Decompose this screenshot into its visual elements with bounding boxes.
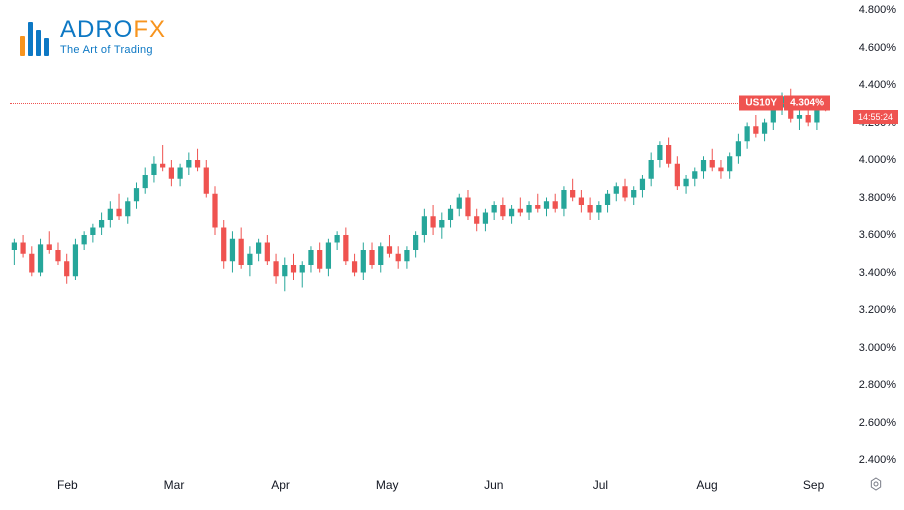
x-tick-label: Mar — [164, 478, 185, 492]
x-axis: Feb Mar Apr May Jun Jul Aug Sep — [10, 468, 830, 492]
y-tick-label: 2.600% — [859, 417, 896, 429]
candlestick-series — [10, 10, 830, 460]
y-tick-label: 2.400% — [859, 454, 896, 466]
logo-text: ADROFX The Art of Trading — [60, 18, 166, 56]
countdown-badge: 14:55:24 — [853, 110, 898, 124]
y-tick-label: 4.800% — [859, 4, 896, 16]
y-tick-label: 3.200% — [859, 304, 896, 316]
brand-logo: ADROFX The Art of Trading — [18, 18, 166, 56]
y-tick-label: 3.600% — [859, 229, 896, 241]
x-tick-label: Aug — [696, 478, 717, 492]
x-tick-label: Jun — [484, 478, 503, 492]
logo-name: ADROFX — [60, 18, 166, 42]
price-tag: US10Y 4.304% — [739, 96, 830, 111]
x-tick-label: Feb — [57, 478, 78, 492]
y-tick-label: 3.000% — [859, 342, 896, 354]
logo-bars-icon — [18, 18, 50, 56]
chart-plot-area[interactable] — [10, 10, 830, 460]
y-tick-label: 2.800% — [859, 379, 896, 391]
y-tick-label: 4.000% — [859, 154, 896, 166]
y-axis: 4.800%4.600%4.400%4.200%4.000%3.800%3.60… — [840, 10, 904, 460]
x-tick-label: Apr — [271, 478, 290, 492]
x-tick-label: Jul — [593, 478, 608, 492]
price-value-badge: 4.304% — [784, 96, 830, 111]
logo-tagline: The Art of Trading — [60, 44, 166, 56]
current-price-line — [10, 103, 830, 104]
logo-part1: ADRO — [60, 16, 133, 43]
y-tick-label: 4.400% — [859, 79, 896, 91]
logo-part2: FX — [133, 16, 166, 43]
chart-container: ADROFX The Art of Trading US10Y 4.304% 1… — [0, 0, 904, 510]
x-tick-label: May — [376, 478, 399, 492]
y-tick-label: 3.800% — [859, 192, 896, 204]
x-tick-label: Sep — [803, 478, 824, 492]
y-tick-label: 4.600% — [859, 42, 896, 54]
settings-icon[interactable] — [868, 476, 884, 492]
symbol-badge: US10Y — [739, 96, 783, 111]
y-tick-label: 3.400% — [859, 267, 896, 279]
